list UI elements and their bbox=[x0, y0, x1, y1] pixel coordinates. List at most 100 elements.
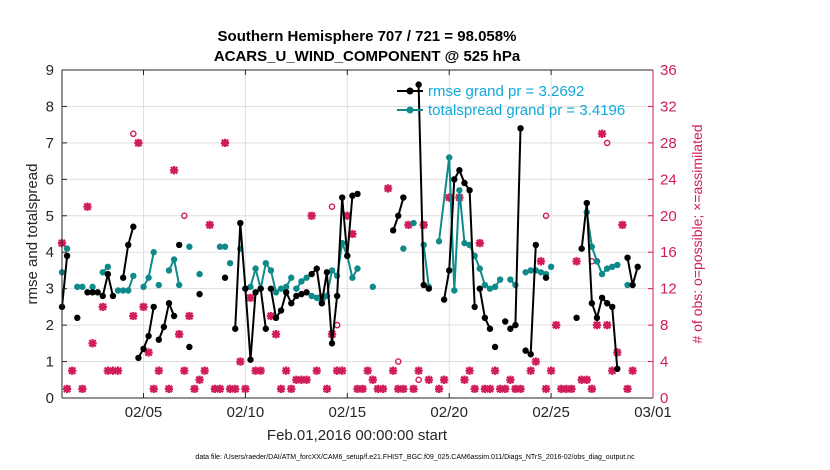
obs-assimilated-marker bbox=[602, 320, 612, 330]
rmse-point bbox=[573, 314, 580, 322]
obs-assimilated-marker bbox=[383, 184, 393, 193]
totalspread-point bbox=[155, 281, 163, 289]
rmse-point bbox=[339, 194, 346, 201]
obs-assimilated-marker bbox=[541, 384, 551, 394]
totalspread-point bbox=[247, 283, 254, 291]
obs-assimilated-marker bbox=[434, 384, 444, 394]
obs-assimilated-marker bbox=[68, 366, 77, 375]
rmse-point bbox=[63, 252, 71, 260]
rmse-point bbox=[461, 179, 468, 187]
obs-assimilated-marker bbox=[399, 384, 408, 394]
obs-assimilated-marker bbox=[175, 330, 184, 339]
rmse-point bbox=[440, 296, 448, 303]
y-right-tick-label: 28 bbox=[660, 135, 677, 152]
axes: 02/05 02/10 02/15 02/20 02/25 03/010123456789… bbox=[46, 62, 677, 421]
rmse-point bbox=[400, 194, 407, 201]
rmse-point bbox=[99, 292, 106, 300]
rmse-point bbox=[522, 347, 529, 354]
rmse-point bbox=[89, 289, 96, 296]
totalspread-point bbox=[354, 265, 361, 272]
rmse-point bbox=[272, 314, 280, 322]
totalspread-point bbox=[74, 283, 81, 291]
x-tick-label: 02/20 bbox=[430, 404, 468, 421]
obs-assimilated-marker bbox=[62, 384, 72, 394]
rmse-point bbox=[466, 187, 473, 194]
rmse-point bbox=[609, 303, 616, 311]
totalspread-point bbox=[507, 276, 514, 283]
rmse-point bbox=[94, 289, 101, 296]
rmse-point bbox=[165, 300, 173, 307]
obs-assimilated-marker bbox=[597, 129, 607, 138]
obs-assimilated-marker bbox=[215, 384, 225, 394]
obs-assimilated-marker bbox=[251, 366, 260, 375]
obs-assimilated-marker bbox=[572, 257, 581, 266]
rmse-point bbox=[247, 356, 254, 363]
totalspread-point bbox=[588, 243, 596, 250]
totalspread-point bbox=[288, 274, 295, 281]
obs-assimilated-marker bbox=[276, 384, 286, 394]
obs-assimilated-marker bbox=[271, 330, 281, 339]
rmse-point bbox=[486, 325, 494, 332]
totalspread-point bbox=[130, 272, 137, 280]
y-right-tick-label: 12 bbox=[660, 281, 677, 298]
rmse-point bbox=[221, 274, 229, 281]
totalspread-point bbox=[527, 267, 534, 274]
legend: rmse grand pr = 3.2692 totalspread grand… bbox=[397, 83, 625, 119]
rmse-point bbox=[298, 290, 305, 298]
totalspread-point bbox=[298, 278, 305, 285]
x-tick-label: 03/01 bbox=[634, 404, 672, 421]
rmse-point bbox=[252, 289, 259, 296]
rmse-point bbox=[328, 340, 336, 347]
totalspread-point bbox=[170, 256, 178, 263]
y-tick-label: 9 bbox=[46, 62, 54, 79]
obs-assimilated-marker bbox=[613, 348, 622, 357]
obs-assimilated-marker bbox=[460, 375, 469, 384]
obs-assimilated-marker bbox=[506, 375, 515, 384]
chart-title-line2: ACARS_U_WIND_COMPONENT @ 525 hPa bbox=[214, 48, 521, 65]
totalspread-line bbox=[422, 244, 430, 287]
rmse-point bbox=[267, 285, 275, 292]
rmse-line bbox=[137, 306, 155, 359]
obs-assimilated-marker bbox=[83, 202, 92, 211]
rmse-point bbox=[603, 300, 611, 307]
totalspread-point bbox=[114, 287, 122, 294]
obs-assimilated-marker bbox=[241, 384, 250, 394]
totalspread-point bbox=[303, 274, 310, 281]
obs-assimilated-marker bbox=[302, 375, 311, 384]
totalspread-point bbox=[252, 265, 259, 272]
obs-assimilated-marker bbox=[88, 339, 97, 348]
x-tick-label: 02/10 bbox=[227, 404, 265, 421]
obs-assimilated-marker bbox=[623, 384, 632, 394]
totalspread-point bbox=[140, 283, 147, 291]
obs-possible-marker bbox=[180, 212, 188, 220]
totalspread-point bbox=[328, 267, 336, 274]
rmse-point bbox=[170, 312, 178, 320]
rmse-point bbox=[583, 199, 590, 207]
totalspread-point bbox=[614, 261, 621, 269]
obs-assimilated-marker bbox=[353, 384, 362, 394]
rmse-point bbox=[323, 269, 331, 276]
obs-assimilated-marker bbox=[139, 302, 148, 312]
legend-spread-marker bbox=[406, 106, 414, 114]
y-tick-label: 7 bbox=[46, 135, 54, 152]
rmse-point bbox=[84, 289, 91, 296]
obs-assimilated-marker bbox=[190, 384, 199, 394]
rmse-point bbox=[634, 263, 641, 270]
obs-assimilated-marker bbox=[185, 311, 194, 321]
rmse-point bbox=[242, 285, 249, 292]
obs-assimilated-marker bbox=[378, 384, 388, 394]
totalspread-point bbox=[603, 265, 611, 272]
obs-possible-marker bbox=[130, 130, 137, 138]
obs-assimilated-marker bbox=[470, 384, 479, 394]
y-tick-label: 4 bbox=[46, 244, 54, 261]
totalspread-point bbox=[609, 263, 616, 270]
totalspread-point bbox=[104, 263, 112, 270]
totalspread-point bbox=[99, 269, 106, 276]
rmse-point bbox=[237, 219, 244, 227]
y-axis-label-left: rmse and totalspread bbox=[24, 164, 41, 305]
obs-assimilated-marker bbox=[567, 384, 576, 394]
obs-assimilated-marker bbox=[389, 366, 398, 375]
obs-assimilated-marker bbox=[368, 375, 377, 384]
obs-assimilated-marker bbox=[511, 384, 520, 394]
totalspread-point bbox=[476, 265, 483, 272]
